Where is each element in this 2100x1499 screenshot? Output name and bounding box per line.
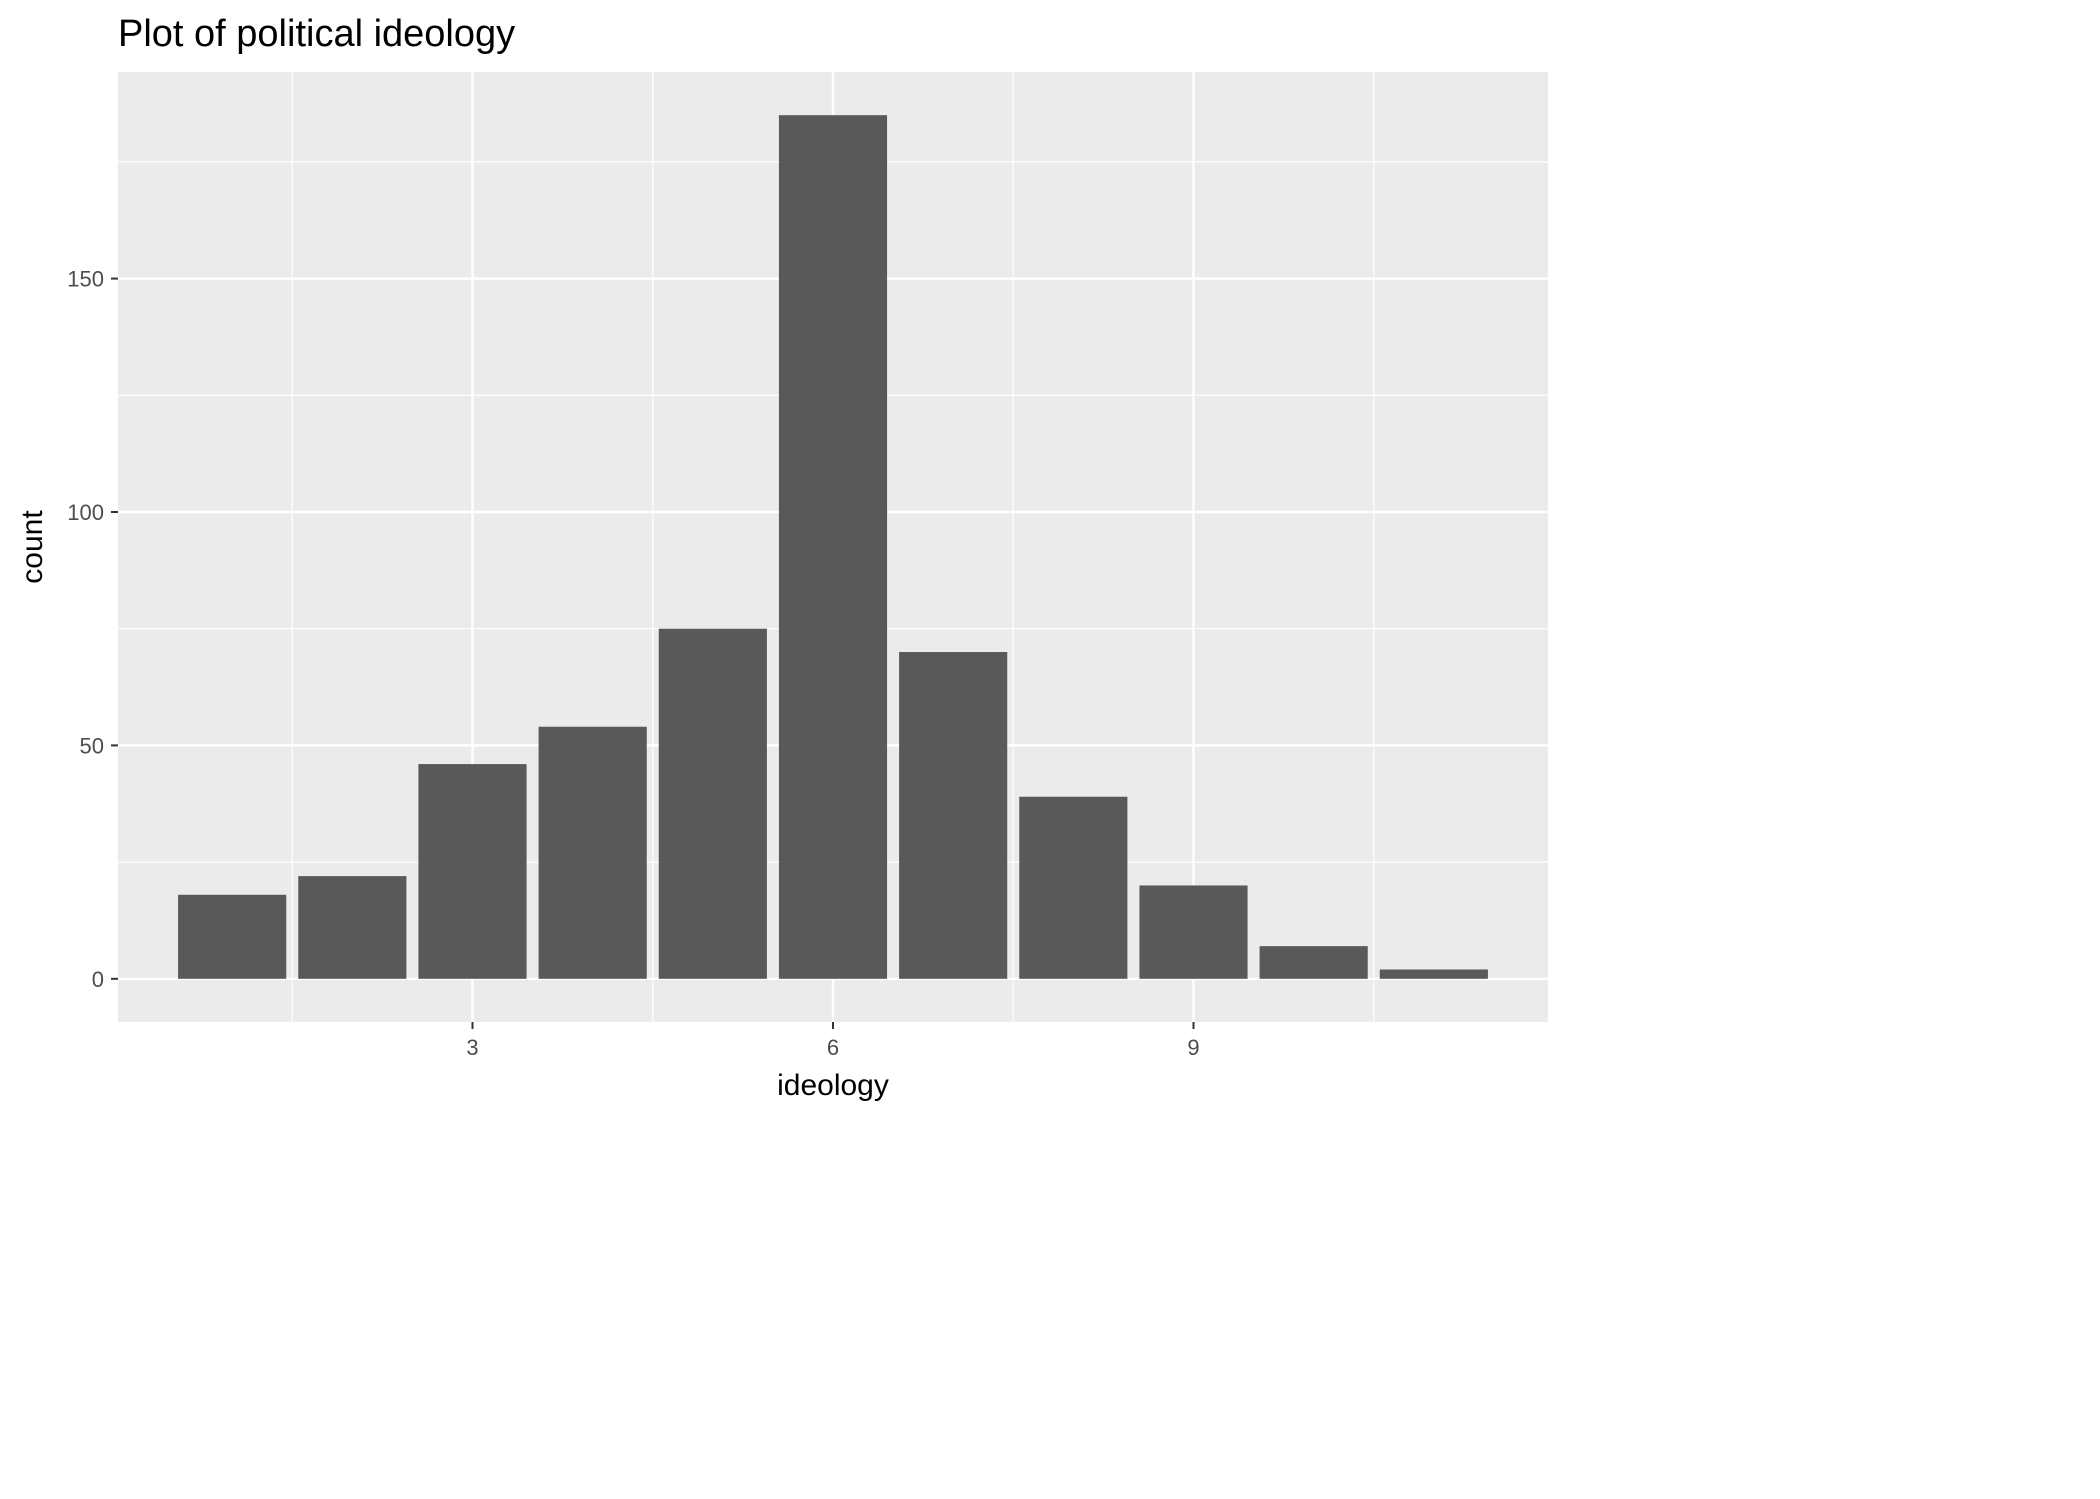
x-tick-label: 6: [827, 1035, 839, 1060]
bar-ideology-3: [418, 764, 527, 979]
bar-ideology-6: [778, 115, 888, 979]
bar-ideology-2: [298, 876, 407, 979]
bar-ideology-8: [1019, 796, 1128, 979]
y-tick-label: 150: [67, 267, 104, 292]
y-tick-label: 50: [80, 733, 104, 758]
x-tick-label: 9: [1187, 1035, 1199, 1060]
y-tick-label: 100: [67, 500, 104, 525]
x-tick-label: 3: [466, 1035, 478, 1060]
x-axis-title: ideology: [777, 1069, 889, 1102]
bar-ideology-7: [899, 652, 1008, 979]
bar-ideology-9: [1139, 885, 1248, 979]
y-tick-label: 0: [92, 967, 104, 992]
chart-title: Plot of political ideology: [118, 13, 515, 55]
x-axis: 3 6 9: [466, 1022, 1200, 1060]
bar-ideology-5: [658, 628, 767, 979]
bar-series: [178, 115, 1488, 979]
chart-canvas: 0 50 100 150 3 6 9 Plot of political ideology…: [16, 13, 1548, 1102]
y-axis: 0 50 100 150: [67, 267, 118, 992]
bar-ideology-10: [1259, 946, 1368, 979]
bar-ideology-11: [1379, 969, 1488, 979]
bar-ideology-4: [538, 726, 647, 979]
y-axis-title: count: [16, 510, 49, 584]
bar-ideology-1: [178, 894, 287, 979]
